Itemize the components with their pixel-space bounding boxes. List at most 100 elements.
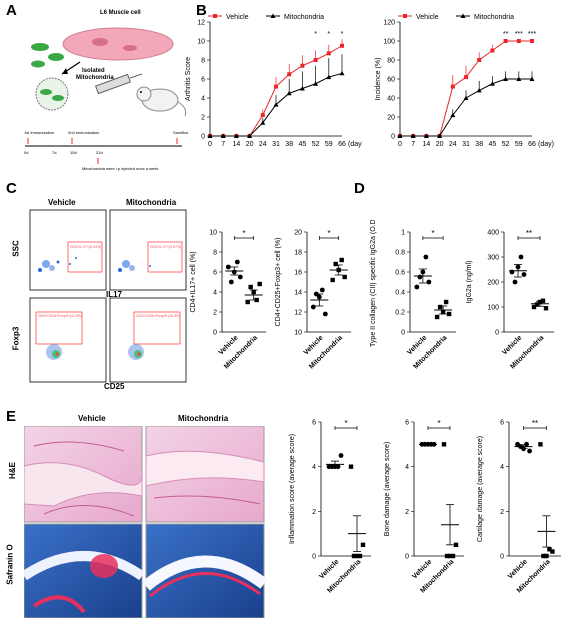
y-axis-label: CD4+IL17+ cell (%) (190, 251, 197, 312)
y-tick-label: 0.6 (395, 270, 405, 277)
data-point (414, 284, 420, 290)
schematic-illustration: Isolated Mitochondria 1st immunization 2… (24, 27, 189, 171)
data-point (527, 448, 532, 454)
x-axis-label: (day) (348, 141, 362, 148)
y-tick-label: 0 (405, 554, 409, 561)
x-tick-label: 14 (423, 141, 431, 148)
y-tick-label: 8 (201, 58, 205, 65)
y-tick-label: 12 (294, 310, 302, 317)
data-point (450, 553, 456, 559)
syringe-icon (95, 73, 143, 95)
y-tick-label: 20 (294, 230, 302, 237)
y-tick-label: 6 (405, 420, 409, 427)
data-point (245, 299, 250, 305)
y-tick-label: 6 (213, 270, 217, 277)
isolated-label: Isolated (82, 68, 105, 74)
data-point (360, 542, 366, 548)
legend-marker-vehicle (213, 14, 217, 18)
timeline-tick-0: 0d (24, 150, 28, 155)
y-tick-label: 0 (312, 554, 316, 561)
series-line (400, 40, 532, 137)
y-axis-label: Bone damage (average score) (384, 442, 391, 537)
data-point (287, 72, 292, 77)
data-point (530, 39, 534, 43)
data-point (351, 553, 357, 559)
data-point (518, 254, 524, 260)
y-axis-label: CD4+CD25+Foxp3+ cell (%) (275, 238, 282, 327)
x-tick-label: 52 (312, 141, 320, 148)
data-point (274, 84, 278, 89)
significance-marker: * (341, 31, 344, 38)
significance-marker: * (327, 31, 330, 38)
significance-marker: ** (503, 31, 509, 38)
x-tick-label: 45 (489, 141, 497, 148)
legend-marker-mito (460, 13, 466, 18)
data-point (476, 87, 482, 93)
gate-label-mito-foxp3: CD4+CD25+Foxp3+(15.3%) (136, 314, 180, 318)
gate-label-vehicle-foxp3: CD4+CD25+Foxp3+(12.9%) (38, 314, 82, 318)
data-point (541, 553, 546, 559)
y-tick-label: 2 (405, 509, 409, 516)
data-point (524, 441, 529, 447)
x-tick-label: 38 (285, 141, 293, 148)
y-tick-label: 40 (387, 96, 395, 103)
x-tick-label: 52 (502, 141, 510, 148)
y-tick-label: 10 (294, 330, 302, 337)
category-label: Vehicle (501, 334, 523, 356)
data-point (225, 264, 231, 270)
data-point (237, 274, 243, 280)
x-tick-label: 20 (436, 141, 444, 148)
legend-mito: Mitochondria (474, 14, 514, 21)
muscle-cell-label: L6 Muscle cell (100, 10, 141, 16)
data-point (540, 298, 546, 303)
data-point (338, 453, 344, 458)
data-point (538, 442, 543, 447)
y-tick-label: 80 (387, 58, 395, 65)
y-tick-label: 0.4 (395, 290, 405, 297)
y-tick-label: 2 (500, 509, 504, 516)
y-tick-label: 0.2 (395, 310, 405, 317)
panel-letter-c: C (6, 180, 17, 197)
data-point (437, 304, 443, 310)
data-point (423, 133, 429, 138)
y-tick-label: 4 (213, 290, 217, 297)
legend-vehicle: Vehicle (416, 14, 439, 21)
data-point (544, 553, 549, 559)
data-point (300, 63, 305, 68)
y-axis-label: Type II collagen (CII) specific IgG2a (O… (370, 220, 377, 347)
x-tick-label: 31 (272, 141, 280, 148)
data-point (326, 74, 332, 80)
data-point (531, 304, 537, 310)
significance-marker: * (431, 229, 434, 238)
gate-label-mito-il17: CD4+IL-17+(3.57%) (150, 245, 181, 249)
x-tick-label: 59 (325, 141, 333, 148)
y-axis-label: Arthritis Score (185, 57, 192, 101)
data-point (397, 133, 403, 138)
data-point (417, 274, 423, 280)
data-point (260, 120, 266, 125)
data-point (503, 76, 509, 81)
incidence-chart: 0 20 40 60 80 100 120 0 7 14 20 24 31 38 45 52 59 66 (day)… (375, 13, 554, 148)
x-tick-label: 14 (233, 141, 241, 148)
panel-letter-b: B (196, 2, 207, 19)
y-tick-label: 2 (312, 509, 316, 516)
data-point (330, 277, 335, 283)
significance-marker: * (327, 229, 330, 238)
y-tick-label: 10 (197, 39, 205, 46)
y-tick-label: 20 (387, 115, 395, 122)
mouse-icon (136, 86, 187, 117)
x-tick-label: 24 (449, 141, 457, 148)
data-point (529, 76, 535, 81)
x-tick-label: 0 (398, 141, 402, 148)
significance-marker: *** (528, 31, 536, 38)
timeline-tick-3: 21d (96, 150, 103, 155)
y-tick-label: 2 (213, 310, 217, 317)
data-point (443, 299, 449, 305)
y-tick-label: 6 (500, 420, 504, 427)
data-point (512, 279, 518, 285)
data-point (453, 542, 459, 548)
y-tick-label: 16 (294, 270, 302, 277)
flow-plot-mito-il17: CD4+IL-17+(3.57%) (109, 209, 187, 291)
inflammation-score-dot-plot: 0 2 4 6 Inflammation score (average score) Ve… (289, 419, 371, 594)
